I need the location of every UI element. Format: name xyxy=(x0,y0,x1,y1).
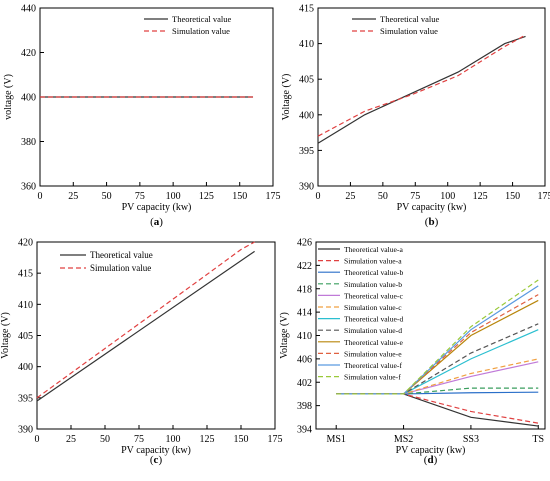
y-tick-label: 395 xyxy=(18,393,33,404)
y-tick-label: 415 xyxy=(299,4,314,15)
x-tick-label: MS2 xyxy=(394,434,413,445)
x-tick-label: 25 xyxy=(345,191,355,202)
x-tick-label: 75 xyxy=(410,191,420,202)
legend-label: Theoretical value-a xyxy=(344,245,403,254)
y-tick-label: 390 xyxy=(18,425,33,436)
x-tick-label: SS3 xyxy=(463,434,479,445)
x-tick-label: 75 xyxy=(135,191,145,202)
series-line xyxy=(336,393,539,424)
y-tick-label: 400 xyxy=(299,110,314,121)
legend-label: Theoretical value-d xyxy=(344,315,403,324)
y-axis-label: Voltage (V) xyxy=(281,74,292,121)
x-axis-label: PV capacity (kw) xyxy=(396,445,466,456)
y-tick-label: 410 xyxy=(299,39,314,50)
y-axis-label: Voltage (V) xyxy=(0,312,11,359)
x-axis-label: PV capacity (kw) xyxy=(397,202,467,213)
x-tick-label: 150 xyxy=(505,191,520,202)
legend-label: Theoretical value xyxy=(380,14,439,24)
y-tick-label: 400 xyxy=(21,93,36,104)
x-tick-label: 175 xyxy=(266,191,281,202)
y-tick-label: 415 xyxy=(18,269,33,280)
x-tick-label: 150 xyxy=(234,434,249,445)
x-tick-label: TS xyxy=(532,434,544,445)
legend-label: Simulation value-f xyxy=(344,373,401,382)
y-tick-label: 400 xyxy=(18,362,33,373)
y-tick-label: 418 xyxy=(297,284,312,295)
y-tick-label: 395 xyxy=(299,146,314,157)
y-tick-label: 398 xyxy=(297,401,312,412)
y-tick-label: 422 xyxy=(297,261,312,272)
panel-label: (d) xyxy=(424,454,438,466)
x-tick-label: 175 xyxy=(538,191,550,202)
series-line xyxy=(36,241,255,399)
legend-label: Simulation value-a xyxy=(344,257,402,266)
x-tick-label: MS1 xyxy=(326,434,345,445)
x-tick-label: 100 xyxy=(166,434,181,445)
x-tick-label: 50 xyxy=(378,191,388,202)
y-tick-label: 380 xyxy=(21,137,36,148)
y-axis-label: Voltage (V) xyxy=(279,312,290,359)
y-tick-label: 390 xyxy=(299,182,314,193)
legend-label: Simulation value-e xyxy=(344,349,402,358)
x-tick-label: 0 xyxy=(38,191,43,202)
legend-label: Theoretical value-e xyxy=(344,338,403,347)
y-tick-label: 410 xyxy=(297,331,312,342)
y-tick-label: 402 xyxy=(297,378,312,389)
y-tick-label: 406 xyxy=(297,354,312,365)
y-tick-label: 394 xyxy=(297,425,312,436)
legend-label: Theoretical value xyxy=(172,14,231,24)
series-line xyxy=(317,34,526,137)
legend-label: Theoretical value xyxy=(90,250,153,260)
x-axis-label: PV capacity (kw) xyxy=(121,445,191,456)
y-tick-label: 420 xyxy=(21,48,36,59)
x-tick-label: 0 xyxy=(316,191,321,202)
legend-label: Simulation value-d xyxy=(344,326,402,335)
y-tick-label: 405 xyxy=(299,75,314,86)
series-line xyxy=(317,35,526,144)
chart-panel-1: 360 380 400 420 440 0 25 50 75 100 125 150 175 PV cap… xyxy=(3,4,281,229)
legend-label: Simulation value-c xyxy=(344,303,402,312)
series-line xyxy=(36,250,255,402)
x-tick-label: 125 xyxy=(200,434,215,445)
legend-label: Simulation value xyxy=(90,263,151,273)
legend-label: Theoretical value-b xyxy=(344,268,403,277)
x-tick-label: 125 xyxy=(473,191,488,202)
x-tick-label: 25 xyxy=(66,434,76,445)
legend-label: Simulation value xyxy=(380,26,438,36)
x-tick-label: 100 xyxy=(166,191,181,202)
y-tick-label: 420 xyxy=(18,238,33,249)
chart-panel-2: 390 395 400 405 410 415 0 25 50 75 100 125 150 175 PV … xyxy=(281,4,550,229)
panel-label: (a) xyxy=(150,216,163,228)
x-tick-label: 25 xyxy=(68,191,78,202)
x-tick-label: 75 xyxy=(134,434,144,445)
y-tick-label: 414 xyxy=(297,308,312,319)
plot-frame xyxy=(36,241,276,430)
y-tick-label: 405 xyxy=(18,331,33,342)
panel-label: (c) xyxy=(150,454,163,466)
plot-frame xyxy=(317,7,546,187)
x-tick-label: 100 xyxy=(440,191,455,202)
y-tick-label: 410 xyxy=(18,300,33,311)
legend-label: Theoretical value-f xyxy=(344,361,402,370)
y-tick-label: 440 xyxy=(21,4,36,15)
panel-label: (b) xyxy=(425,216,439,228)
chart-panel-3: 390 395 400 405 410 415 420 0 25 50 75 100 125 150 175… xyxy=(0,238,283,467)
series-line xyxy=(336,393,539,427)
y-axis-label: voltage (V) xyxy=(3,74,14,120)
chart-panel-4: 394 398 402 406 410 414 418 422 426 MS1 MS2 SS3 TS PV… xyxy=(279,238,546,466)
x-tick-label: 0 xyxy=(35,434,40,445)
legend-label: Simulation value xyxy=(172,26,230,36)
legend-label: Theoretical value-c xyxy=(344,291,403,300)
x-tick-label: 175 xyxy=(268,434,283,445)
x-tick-label: 150 xyxy=(232,191,247,202)
legend-label: Simulation value-b xyxy=(344,280,402,289)
y-tick-label: 426 xyxy=(297,238,312,249)
y-tick-label: 360 xyxy=(21,182,36,193)
x-tick-label: 50 xyxy=(102,191,112,202)
x-tick-label: 50 xyxy=(100,434,110,445)
series-line xyxy=(336,279,539,395)
x-tick-label: 125 xyxy=(199,191,214,202)
x-axis-label: PV capacity (kw) xyxy=(122,202,192,213)
